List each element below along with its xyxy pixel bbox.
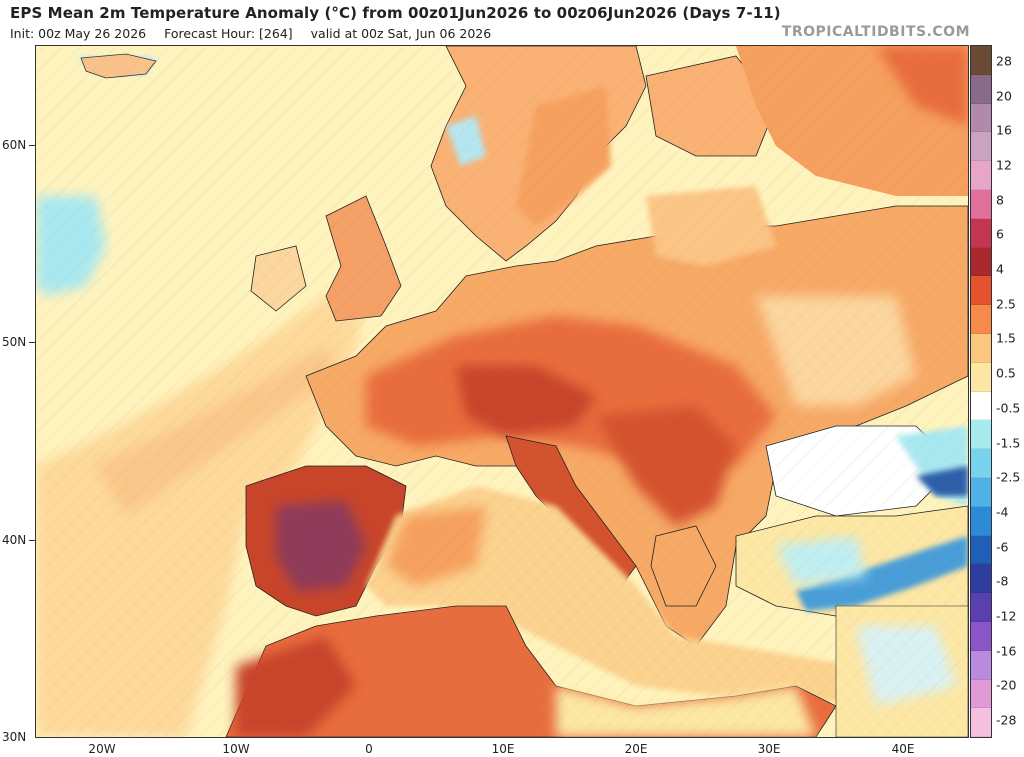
colorbar-label: -8 — [996, 573, 1009, 589]
anomaly-colorbar — [970, 45, 992, 738]
colorbar-swatch — [971, 247, 991, 277]
chart-title: EPS Mean 2m Temperature Anomaly (°C) fro… — [10, 4, 781, 22]
border-texture — [36, 46, 968, 737]
init-time: Init: 00z May 26 2026 — [10, 26, 147, 41]
colorbar-swatch — [971, 535, 991, 565]
colorbar-swatch — [971, 621, 991, 651]
colorbar-swatch — [971, 420, 991, 450]
lon-label-30e: 30E — [757, 742, 781, 756]
colorbar-swatch — [971, 506, 991, 536]
colorbar-swatch — [971, 362, 991, 392]
lat-label-60n: 60N — [2, 138, 27, 152]
colorbar-label: -0.5 — [996, 400, 1021, 416]
colorbar-swatch — [971, 132, 991, 162]
colorbar-label: 1.5 — [996, 330, 1016, 346]
lat-tick — [29, 145, 35, 146]
colorbar-label: 20 — [996, 88, 1012, 104]
colorbar-swatch — [971, 161, 991, 190]
colorbar-swatch — [971, 708, 991, 738]
lat-label-30n: 30N — [2, 730, 27, 744]
colorbar-label: -2.5 — [996, 469, 1021, 485]
colorbar-label: -16 — [996, 643, 1017, 659]
colorbar-label: -1.5 — [996, 435, 1021, 451]
colorbar-label: -6 — [996, 539, 1009, 555]
colorbar-swatch — [971, 189, 991, 219]
source-watermark: TROPICALTIDBITS.COM — [781, 24, 970, 40]
colorbar-swatch — [971, 218, 991, 248]
colorbar-label: 8 — [996, 192, 1004, 208]
colorbar-swatch — [971, 103, 991, 133]
colorbar-swatch — [971, 477, 991, 507]
lon-label-10e: 10E — [491, 742, 515, 756]
colorbar-swatch — [971, 650, 991, 680]
colorbar-label: 4 — [996, 261, 1004, 277]
colorbar-label: 12 — [996, 157, 1012, 173]
forecast-hour: Forecast Hour: [264] — [164, 26, 293, 41]
lon-label-10w: 10W — [222, 742, 250, 756]
colorbar-swatch — [971, 333, 991, 363]
colorbar-label: 6 — [996, 226, 1004, 242]
colorbar-swatch — [971, 391, 991, 421]
colorbar-label: -20 — [996, 677, 1017, 693]
lon-label-20w: 20W — [88, 742, 116, 756]
colorbar-label: 0.5 — [996, 365, 1016, 381]
lon-label-0: 0 — [365, 742, 373, 756]
colorbar-label: 16 — [996, 122, 1012, 138]
colorbar-label: -4 — [996, 504, 1009, 520]
colorbar-swatch — [971, 74, 991, 104]
colorbar-label: 28 — [996, 53, 1012, 69]
lat-label-40n: 40N — [2, 533, 27, 547]
lon-label-40e: 40E — [891, 742, 915, 756]
lat-label-50n: 50N — [2, 335, 27, 349]
colorbar-swatch — [971, 449, 991, 478]
valid-time: valid at 00z Sat, Jun 06 2026 — [310, 26, 492, 41]
colorbar-label: 2.5 — [996, 296, 1016, 312]
colorbar-swatch — [971, 593, 991, 622]
lon-label-20e: 20E — [624, 742, 648, 756]
colorbar-swatch — [971, 305, 991, 334]
anomaly-map[interactable] — [35, 45, 969, 738]
map-canvas — [36, 46, 968, 737]
lat-tick — [29, 342, 35, 343]
colorbar-swatch — [971, 564, 991, 594]
run-info: Init: 00z May 26 2026 Forecast Hour: [26… — [10, 26, 505, 41]
colorbar-label: -28 — [996, 712, 1017, 728]
colorbar-swatch — [971, 679, 991, 709]
colorbar-swatch — [971, 46, 991, 75]
lat-tick — [29, 540, 35, 541]
colorbar-swatch — [971, 276, 991, 306]
colorbar-label: -12 — [996, 608, 1017, 624]
